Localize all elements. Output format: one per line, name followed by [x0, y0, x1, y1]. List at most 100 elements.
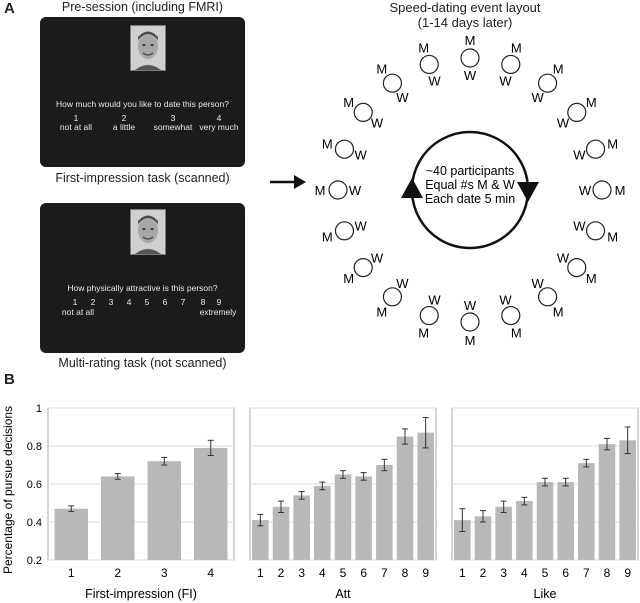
woman-label: W: [396, 90, 409, 105]
chart-1: 0.2 0.4 0.6 0.8 1 1 2 3 4 First-impression (FI): [27, 403, 235, 601]
event-subtitle: (1-14 days later): [417, 15, 513, 30]
date-table: MW: [418, 292, 441, 340]
table-circle: [419, 54, 439, 75]
face-photo: [130, 209, 166, 255]
rotation-arrowhead: [401, 178, 423, 198]
bar: [355, 476, 372, 560]
table-circle: [501, 305, 521, 326]
man-label: M: [418, 40, 429, 55]
table-circle: [334, 221, 355, 241]
man-label: M: [322, 229, 333, 244]
bar: [578, 463, 595, 560]
task1-scale-label-1: not at all: [59, 122, 93, 132]
man-label: M: [376, 62, 387, 77]
task2-num-6: 6: [162, 297, 168, 307]
first-impression-screen: How much would you like to date this per…: [40, 17, 245, 167]
y-tick-label: 0.4: [27, 517, 42, 529]
center-text-equal: Equal #s M & W: [425, 178, 515, 192]
bar: [454, 520, 471, 560]
bar: [314, 485, 331, 560]
man-label: M: [586, 271, 597, 286]
date-table: MW: [531, 276, 563, 319]
table-circle: [334, 139, 355, 159]
bar: [147, 461, 181, 560]
task1-scale-label-4: very much: [199, 122, 239, 132]
x-tick-label: 1: [68, 566, 75, 580]
speed-dating-layout: ~40 participants Equal #s M & W Each dat…: [315, 33, 626, 348]
x-axis-label: First-impression (FI): [85, 587, 197, 601]
task2-question: How physically attractive is this person…: [67, 283, 218, 293]
date-table: MW: [343, 251, 384, 287]
event-title: Speed-dating event layout: [389, 0, 541, 15]
table-circle: [537, 73, 558, 93]
man-label: M: [465, 333, 476, 348]
x-tick-label: 7: [381, 566, 388, 580]
x-tick-label: 5: [340, 566, 347, 580]
task2-high-label: extremely: [199, 307, 237, 317]
panel-b-letter: B: [4, 371, 15, 388]
task2-num-8: 8: [200, 297, 206, 307]
woman-label: W: [354, 219, 367, 234]
x-tick-label: 3: [298, 566, 305, 580]
date-table: MW: [557, 251, 597, 287]
bar: [54, 508, 88, 560]
bar: [272, 506, 290, 560]
date-table: MW: [579, 180, 625, 200]
man-label: M: [553, 62, 564, 77]
bar: [516, 501, 533, 560]
man-label: M: [553, 304, 564, 319]
woman-label: W: [428, 74, 441, 89]
x-tick-label: 2: [480, 566, 487, 580]
bar: [396, 436, 414, 560]
man-label: M: [607, 137, 618, 152]
woman-label: W: [531, 276, 544, 291]
y-tick-label: 0.2: [27, 555, 42, 567]
bar: [536, 482, 554, 560]
rotation-arrowhead: [517, 182, 539, 202]
table-circle: [460, 312, 480, 332]
man-label: M: [315, 183, 326, 198]
y-tick-label: 0.6: [27, 479, 42, 491]
task2-num-4: 4: [126, 297, 132, 307]
chart-2: 1 2 3 4 5 6 7 8 9 Att: [249, 407, 437, 601]
date-table: MW: [376, 62, 409, 105]
task2-low-label: not at all: [61, 307, 95, 317]
task2-num-1: 1: [72, 297, 78, 307]
task2-caption: Multi-rating task (not scanned): [58, 356, 227, 370]
task1-scale-num-2: 2: [121, 113, 127, 123]
bar: [334, 474, 352, 560]
x-axis-label: Att: [335, 587, 351, 601]
woman-label: W: [573, 147, 586, 162]
woman-label: W: [396, 276, 409, 291]
x-tick-label: 4: [319, 566, 326, 580]
table-circle: [567, 257, 587, 278]
x-tick-label: 4: [207, 566, 214, 580]
date-table: MW: [460, 298, 480, 348]
table-circle: [382, 73, 403, 93]
x-tick-label: 7: [583, 566, 590, 580]
x-axis-label: Like: [534, 587, 557, 601]
x-tick-label: 2: [114, 566, 121, 580]
multi-rating-screen: How physically attractive is this person…: [40, 203, 245, 353]
face-photo: [130, 25, 166, 71]
x-tick-label: 4: [521, 566, 528, 580]
task1-scale-label-3: somewhat: [153, 122, 193, 132]
man-label: M: [343, 271, 354, 286]
woman-label: W: [428, 292, 441, 307]
date-table: MW: [499, 40, 521, 88]
table-circle: [537, 287, 558, 307]
woman-label: W: [557, 251, 570, 266]
man-label: M: [343, 95, 354, 110]
panel-a-letter: A: [4, 0, 15, 17]
date-table: MW: [376, 276, 409, 319]
table-circle: [419, 305, 439, 326]
table-circle: [460, 48, 480, 68]
task2-num-3: 3: [108, 297, 114, 307]
chart-3: 1 2 3 4 5 6 7 8 9 Like: [451, 407, 639, 601]
bar: [101, 476, 135, 560]
woman-label: W: [499, 292, 512, 307]
task1-scale-num-4: 4: [216, 113, 222, 123]
man-label: M: [376, 304, 387, 319]
man-label: M: [418, 326, 429, 341]
